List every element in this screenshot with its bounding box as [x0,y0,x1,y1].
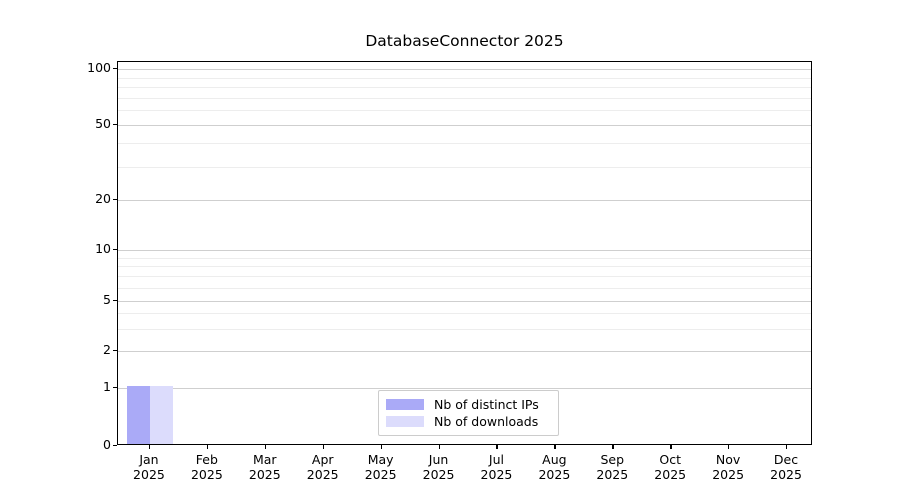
x-axis-tick-year: 2025 [248,467,281,482]
x-axis-tick-month: Oct [659,452,682,467]
x-axis-tick-month: Jun [428,452,449,467]
gridline-major [118,388,811,389]
x-axis-tick-month: Mar [252,452,277,467]
y-axis-tick-label: 2 [103,342,111,357]
gridline-minor [118,143,811,145]
chart-title: DatabaseConnector 2025 [365,32,564,50]
x-axis-tick-month: Jan [139,452,159,467]
x-axis-tick-year: 2025 [538,467,571,482]
x-axis-tick-label: May 2025 [346,452,416,482]
x-axis-tick-month: Feb [195,452,218,467]
y-axis-tick-label: 5 [103,292,111,307]
y-axis-tick-mark [113,387,117,389]
x-axis-tick-mark [728,445,730,449]
x-axis-tick-mark [264,445,267,449]
x-axis-tick-month: Jul [488,452,504,467]
y-axis-tick-marks [113,0,117,500]
x-axis-tick-year: 2025 [770,467,802,482]
y-axis-tick-mark [113,300,117,302]
legend-item: Nb of distinct IPs [386,396,551,413]
y-axis-tick-label: 0 [103,437,111,452]
legend-swatch-distinct-ips [386,399,424,410]
x-axis-tick-label: Jan 2025 [114,452,184,482]
x-axis-tick-label: Apr 2025 [288,452,358,482]
gridline-minor [118,110,811,112]
x-axis-tick-mark [554,445,556,449]
x-axis-tick-label: Jun 2025 [404,452,474,482]
x-axis-tick-year: 2025 [422,467,455,482]
x-axis-tick-label: Dec 2025 [751,452,821,482]
y-axis-tick-label: 20 [95,191,111,206]
y-axis-tick-mark [113,68,117,70]
y-axis-tick-mark [113,249,117,251]
x-axis-tick-month: Aug [542,452,567,467]
y-axis-tick-mark [113,124,117,126]
legend-label-downloads: Nb of downloads [434,414,539,429]
gridline-minor [118,257,811,259]
y-axis-tick-mark [113,199,117,201]
x-axis-tick-year: 2025 [596,467,629,482]
x-axis-tick-year: 2025 [133,467,165,482]
x-axis-tick-year: 2025 [480,467,513,482]
gridline-minor [118,287,811,289]
x-axis-tick-mark [206,445,209,449]
y-axis-tick-mark [113,350,117,352]
x-axis-tick-year: 2025 [712,467,745,482]
y-axis-tick-labels: 0 1 2 5 10 20 50 100 [65,0,111,500]
y-axis-tick-label: 100 [87,60,111,75]
x-axis-tick-mark [786,445,788,449]
gridline-major [118,301,811,302]
x-axis-tick-label: Sep 2025 [577,452,647,482]
x-axis-tick-mark [438,445,440,449]
legend-label-distinct-ips: Nb of distinct IPs [434,397,539,412]
x-axis-tick-mark [670,445,672,449]
x-axis-tick-month: Nov [715,452,741,467]
y-axis-tick-mark [113,445,117,447]
gridline-minor [118,276,811,278]
bar [149,386,174,444]
gridline-minor [118,77,811,79]
x-axis-tick-year: 2025 [654,467,687,482]
gridline-minor [118,313,811,315]
gridline-major [118,200,811,201]
legend-item: Nb of downloads [386,413,551,430]
x-axis-tick-year: 2025 [190,467,223,482]
x-axis-tick-month: Sep [600,452,625,467]
x-axis-tick-mark [496,445,498,449]
gridline-minor [118,97,811,99]
x-axis-tick-month: May [367,452,394,467]
x-axis-tick-mark [612,445,614,449]
x-axis-tick-label: Mar 2025 [230,452,300,482]
gridline-major [118,250,811,251]
y-axis-tick-label: 10 [95,241,111,256]
plot-area [117,61,812,445]
bar [126,386,150,444]
x-axis-tick-year: 2025 [306,467,339,482]
y-axis-tick-label: 50 [95,116,111,131]
x-axis-tick-label: Nov 2025 [693,452,763,482]
x-axis-tick-label: Oct 2025 [635,452,705,482]
x-axis-tick-mark [322,445,324,449]
x-axis-tick-label: Feb 2025 [172,452,242,482]
x-axis-tick-mark [380,445,382,449]
x-axis-tick-mark [148,445,151,449]
gridline-minor [118,266,811,268]
gridline-minor [118,87,811,89]
gridline-major [118,351,811,352]
y-axis-tick-label: 1 [103,379,111,394]
gridline-minor [118,166,811,168]
gridline-minor [118,328,811,330]
x-axis-tick-month: Apr [311,452,334,467]
chart-legend[interactable]: Nb of distinct IPs Nb of downloads [378,390,559,436]
x-axis-tick-year: 2025 [364,467,397,482]
x-axis-tick-month: Dec [773,452,799,467]
gridline-major [118,69,811,70]
x-axis-tick-label: Aug 2025 [519,452,589,482]
x-axis-tick-label: Jul 2025 [461,452,531,482]
gridline-major [118,125,811,126]
legend-swatch-downloads [386,416,424,427]
